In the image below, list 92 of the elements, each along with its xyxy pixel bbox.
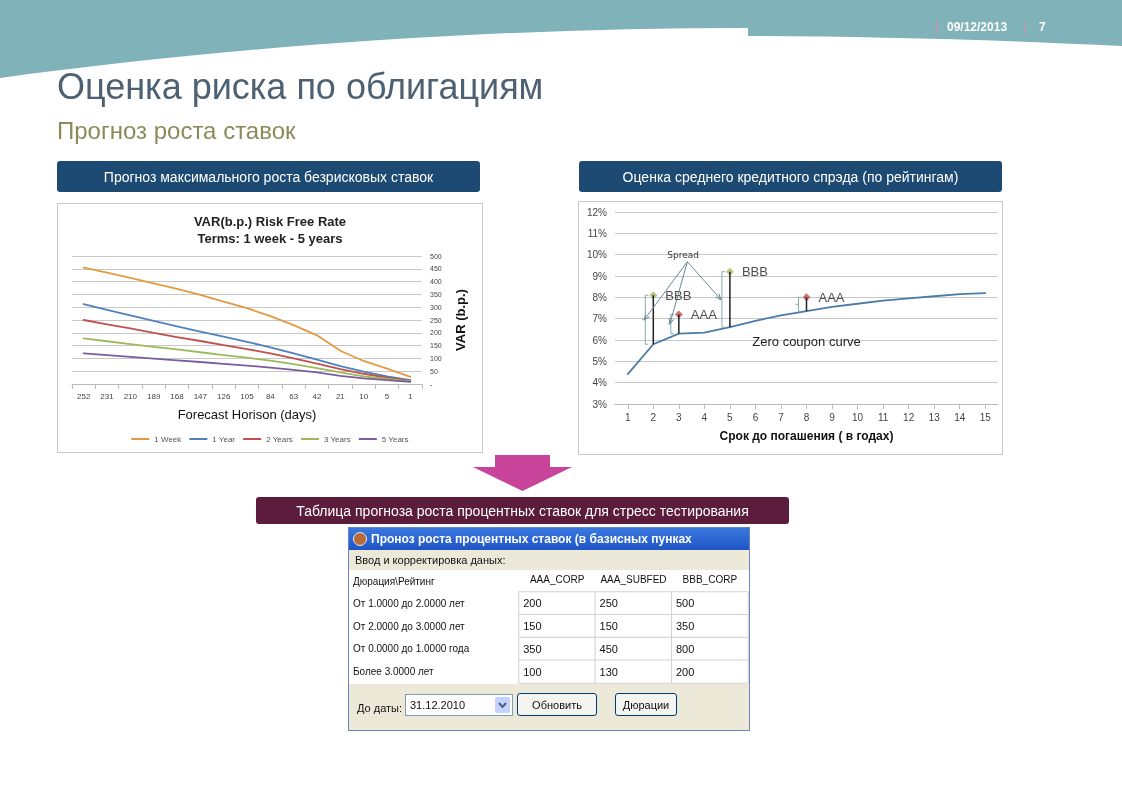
y-tick-label: От 1.0000 до 2.0000 лет [353, 597, 466, 609]
x-tick-label: 1 [408, 391, 414, 401]
line-series [82, 266, 412, 378]
legend-label: 3 Years [323, 434, 351, 444]
series-label: AAA [690, 306, 718, 322]
x-tick-label: 8 [803, 411, 810, 423]
legend-label: 1 Week [154, 434, 183, 444]
y-tick-label: 6% [592, 334, 608, 346]
x-tick-label: 210 [123, 391, 138, 401]
text: Прогноз максимального роста безрисковых ставок [57, 161, 480, 192]
x-tick-label: 7 [778, 411, 785, 423]
x-tick-label: 10 [852, 411, 864, 423]
y-tick-label: 7% [592, 313, 608, 325]
chart-title: Проноз роста процентных ставок (в базисных пунках [371, 532, 692, 546]
x-tick-label: 2 [650, 411, 657, 423]
x-tick-label: 21 [335, 391, 346, 401]
text: 09/12/2013 [947, 20, 1008, 34]
line-series [82, 352, 412, 383]
x-tick-label: 84 [265, 391, 276, 401]
text: До даты: [357, 702, 403, 714]
line-series [626, 292, 987, 376]
x-tick-label: 63 [289, 391, 299, 401]
x-tick-label: 231 [100, 391, 115, 401]
data-label: 500 [675, 597, 695, 610]
x-tick-label: 10 [359, 391, 369, 401]
x-tick-label: 5 [727, 411, 734, 423]
data-label: 130 [599, 665, 618, 678]
x-tick-label: 168 [170, 391, 185, 401]
text: 7 [1039, 20, 1046, 34]
data-label: 200 [523, 597, 542, 610]
x-tick-label: 1 [624, 411, 631, 423]
x-tick-label: 15 [979, 411, 992, 423]
y-tick-label: 3% [592, 398, 608, 410]
y-tick-label: 11% [587, 227, 608, 239]
x-tick-label: 126 [216, 391, 231, 401]
y-tick-label: Более 3.0000 лет [353, 666, 435, 678]
data-label: 350 [523, 642, 542, 655]
data-label: 150 [523, 620, 542, 633]
x-tick-label: 4 [701, 411, 708, 423]
text: BBB [741, 264, 768, 280]
button: Обновить [517, 693, 597, 716]
x-tick-label: 147 [193, 391, 208, 401]
data-label: 100 [523, 665, 542, 678]
x-tick-label: 3 [676, 411, 683, 423]
data-label: 800 [675, 642, 695, 655]
series-label: Zero coupon curve [752, 334, 861, 350]
chart-title: VAR(b.p.) Risk Free Rate [193, 214, 347, 229]
series-label: BBB [665, 287, 692, 303]
x-tick-label: 5 [384, 391, 390, 401]
button: Дюрации [615, 693, 677, 716]
date-field: 31.12.2010 [405, 694, 513, 716]
line-series [82, 303, 412, 382]
x-tick-label: 6 [752, 411, 759, 423]
line-series [82, 319, 412, 382]
x-tick-label: 14 [954, 411, 966, 423]
y-tick-label: 4% [592, 377, 608, 389]
legend-label: 5 Years [381, 434, 409, 444]
x-tick-label: 9 [829, 411, 836, 423]
y-tick-label: 8% [592, 291, 608, 303]
data-label: 350 [675, 620, 695, 633]
text: AAA [818, 289, 845, 305]
text: Прогноз роста ставок [57, 117, 296, 145]
y-tick-label: 12% [586, 206, 608, 218]
x-tick-label: 189 [146, 391, 161, 401]
y-tick-label: 9% [592, 270, 608, 282]
text: Дюрация\Рейтинг [353, 576, 435, 587]
chart-subtitle: Terms: 1 week - 5 years [197, 231, 343, 246]
y-tick-label: 5% [592, 355, 608, 367]
legend-label: 2 Years [266, 434, 293, 444]
text: Ввод и корректировка даных: [355, 554, 506, 566]
x-tick-label: AAA_CORP [529, 573, 585, 585]
x-tick-label: BBB_CORP [682, 573, 738, 585]
x-tick-label: 13 [928, 411, 941, 423]
x-axis-title: Forecast Horison (days) [177, 407, 317, 422]
legend-label: 1 Year [212, 434, 236, 444]
y-tick-label: От 0.0000 до 1.0000 года [353, 643, 470, 655]
x-tick-label: 42 [312, 391, 322, 401]
x-tick-label: AAA_SUBFED [600, 573, 667, 585]
y-tick-label: От 2.0000 до 3.0000 лет [353, 620, 466, 632]
x-axis-title: Срок до погашения ( в годах) [719, 429, 894, 443]
y-tick-label: 10% [586, 249, 608, 261]
x-tick-label: 11 [877, 411, 889, 423]
line-series [82, 337, 412, 383]
y-axis-title: VAR (b.p.) [453, 289, 468, 351]
x-tick-label: 252 [76, 391, 91, 401]
text: Таблица прогноза роста процентных ставок для стресс тестирования [256, 497, 789, 524]
text: Оценка среднего кредитного спрэда (по рейтингам) [579, 161, 1002, 192]
annotation: Spread [667, 249, 700, 260]
text: Оценка риска по облигациям [57, 66, 544, 108]
x-tick-label: 12 [903, 411, 915, 423]
x-tick-label: 105 [240, 391, 255, 401]
data-label: 200 [675, 665, 695, 678]
